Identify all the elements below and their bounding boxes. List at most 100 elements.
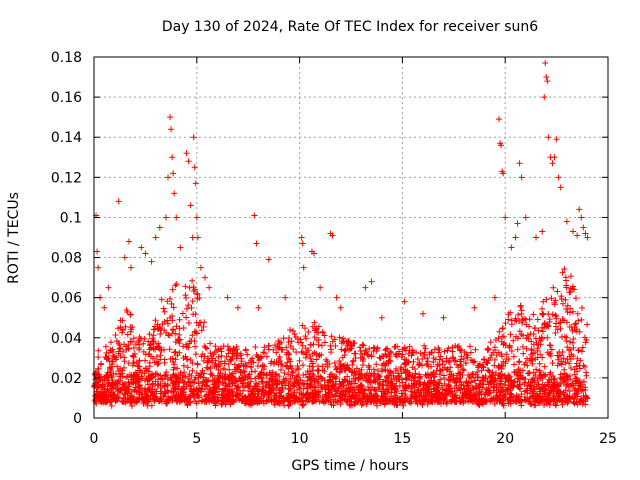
data-point [349,358,356,365]
data-point [540,298,547,305]
data-point [155,344,162,351]
data-point [571,371,578,378]
data-point [389,398,396,405]
data-point [441,348,448,355]
data-point [390,372,397,379]
data-point [298,398,305,405]
data-point [175,337,182,344]
data-point [359,341,366,348]
data-point [189,277,196,284]
data-point [273,349,280,356]
x-tick-label: 20 [496,431,514,447]
data-point [169,326,176,333]
data-point [340,335,347,342]
data-point [278,380,285,387]
data-point [464,354,471,361]
data-point [333,294,340,301]
data-point [460,355,467,362]
plot-frame [93,56,609,419]
data-point [308,398,315,405]
data-point [293,374,300,381]
data-point [329,382,336,389]
data-point [569,339,576,346]
data-point [128,264,135,271]
data-point [292,397,299,404]
data-point [312,384,319,391]
data-point [554,288,561,295]
data-point [280,395,287,402]
data-point [301,380,308,387]
data-point [250,388,257,395]
data-point [430,374,437,381]
data-point [222,358,229,365]
data-point [116,345,123,352]
data-point [169,154,176,161]
data-point [265,393,272,400]
data-point [104,374,111,381]
data-point [199,397,206,404]
data-point [420,390,427,397]
data-point [207,387,214,394]
data-point [190,387,197,394]
x-axis-ticks: 0 5 10 15 20 25 [90,57,617,447]
data-point [534,316,541,323]
data-point [464,383,471,390]
data-point [101,386,108,393]
data-point [539,381,546,388]
data-point [207,340,214,347]
data-point [245,383,252,390]
data-point [409,349,416,356]
data-point [522,359,529,366]
data-point [475,401,482,408]
data-point [550,372,557,379]
data-point [140,340,147,347]
data-point [305,347,312,354]
data-point [254,383,260,390]
data-point [417,373,424,380]
data-point [459,391,466,398]
data-point [245,372,252,379]
data-point [197,264,204,271]
data-point [544,395,551,402]
data-point [141,370,148,377]
data-point [306,392,313,399]
data-point [155,360,162,367]
data-point [343,398,350,405]
x-axis-label: GPS time / hours [291,458,408,474]
data-point [505,372,512,379]
data-point [264,397,271,404]
data-point [119,329,126,336]
data-point [207,350,214,357]
data-point [223,394,230,401]
data-point [222,366,229,373]
data-point [576,382,583,389]
data-point [452,357,459,364]
data-point [579,304,586,311]
data-point [316,352,323,359]
data-point [332,375,339,382]
data-point [113,397,120,404]
data-point [142,351,149,358]
data-point [313,329,320,336]
data-point [563,277,570,284]
data-point [134,377,141,384]
data-point [125,345,132,352]
data-point [323,356,330,363]
data-point [299,349,306,356]
data-point [373,392,380,399]
data-point [297,336,304,343]
data-point [224,397,231,404]
data-point [376,354,383,361]
data-point [183,383,190,390]
data-point [500,170,507,177]
data-point [310,360,317,367]
data-point [499,325,506,332]
data-point [500,358,507,365]
data-point [330,381,337,388]
data-point [557,380,564,387]
data-point [371,345,378,352]
x-tick-label: 5 [192,431,201,447]
data-point [509,382,516,389]
data-point [241,384,248,391]
data-point [185,399,192,406]
